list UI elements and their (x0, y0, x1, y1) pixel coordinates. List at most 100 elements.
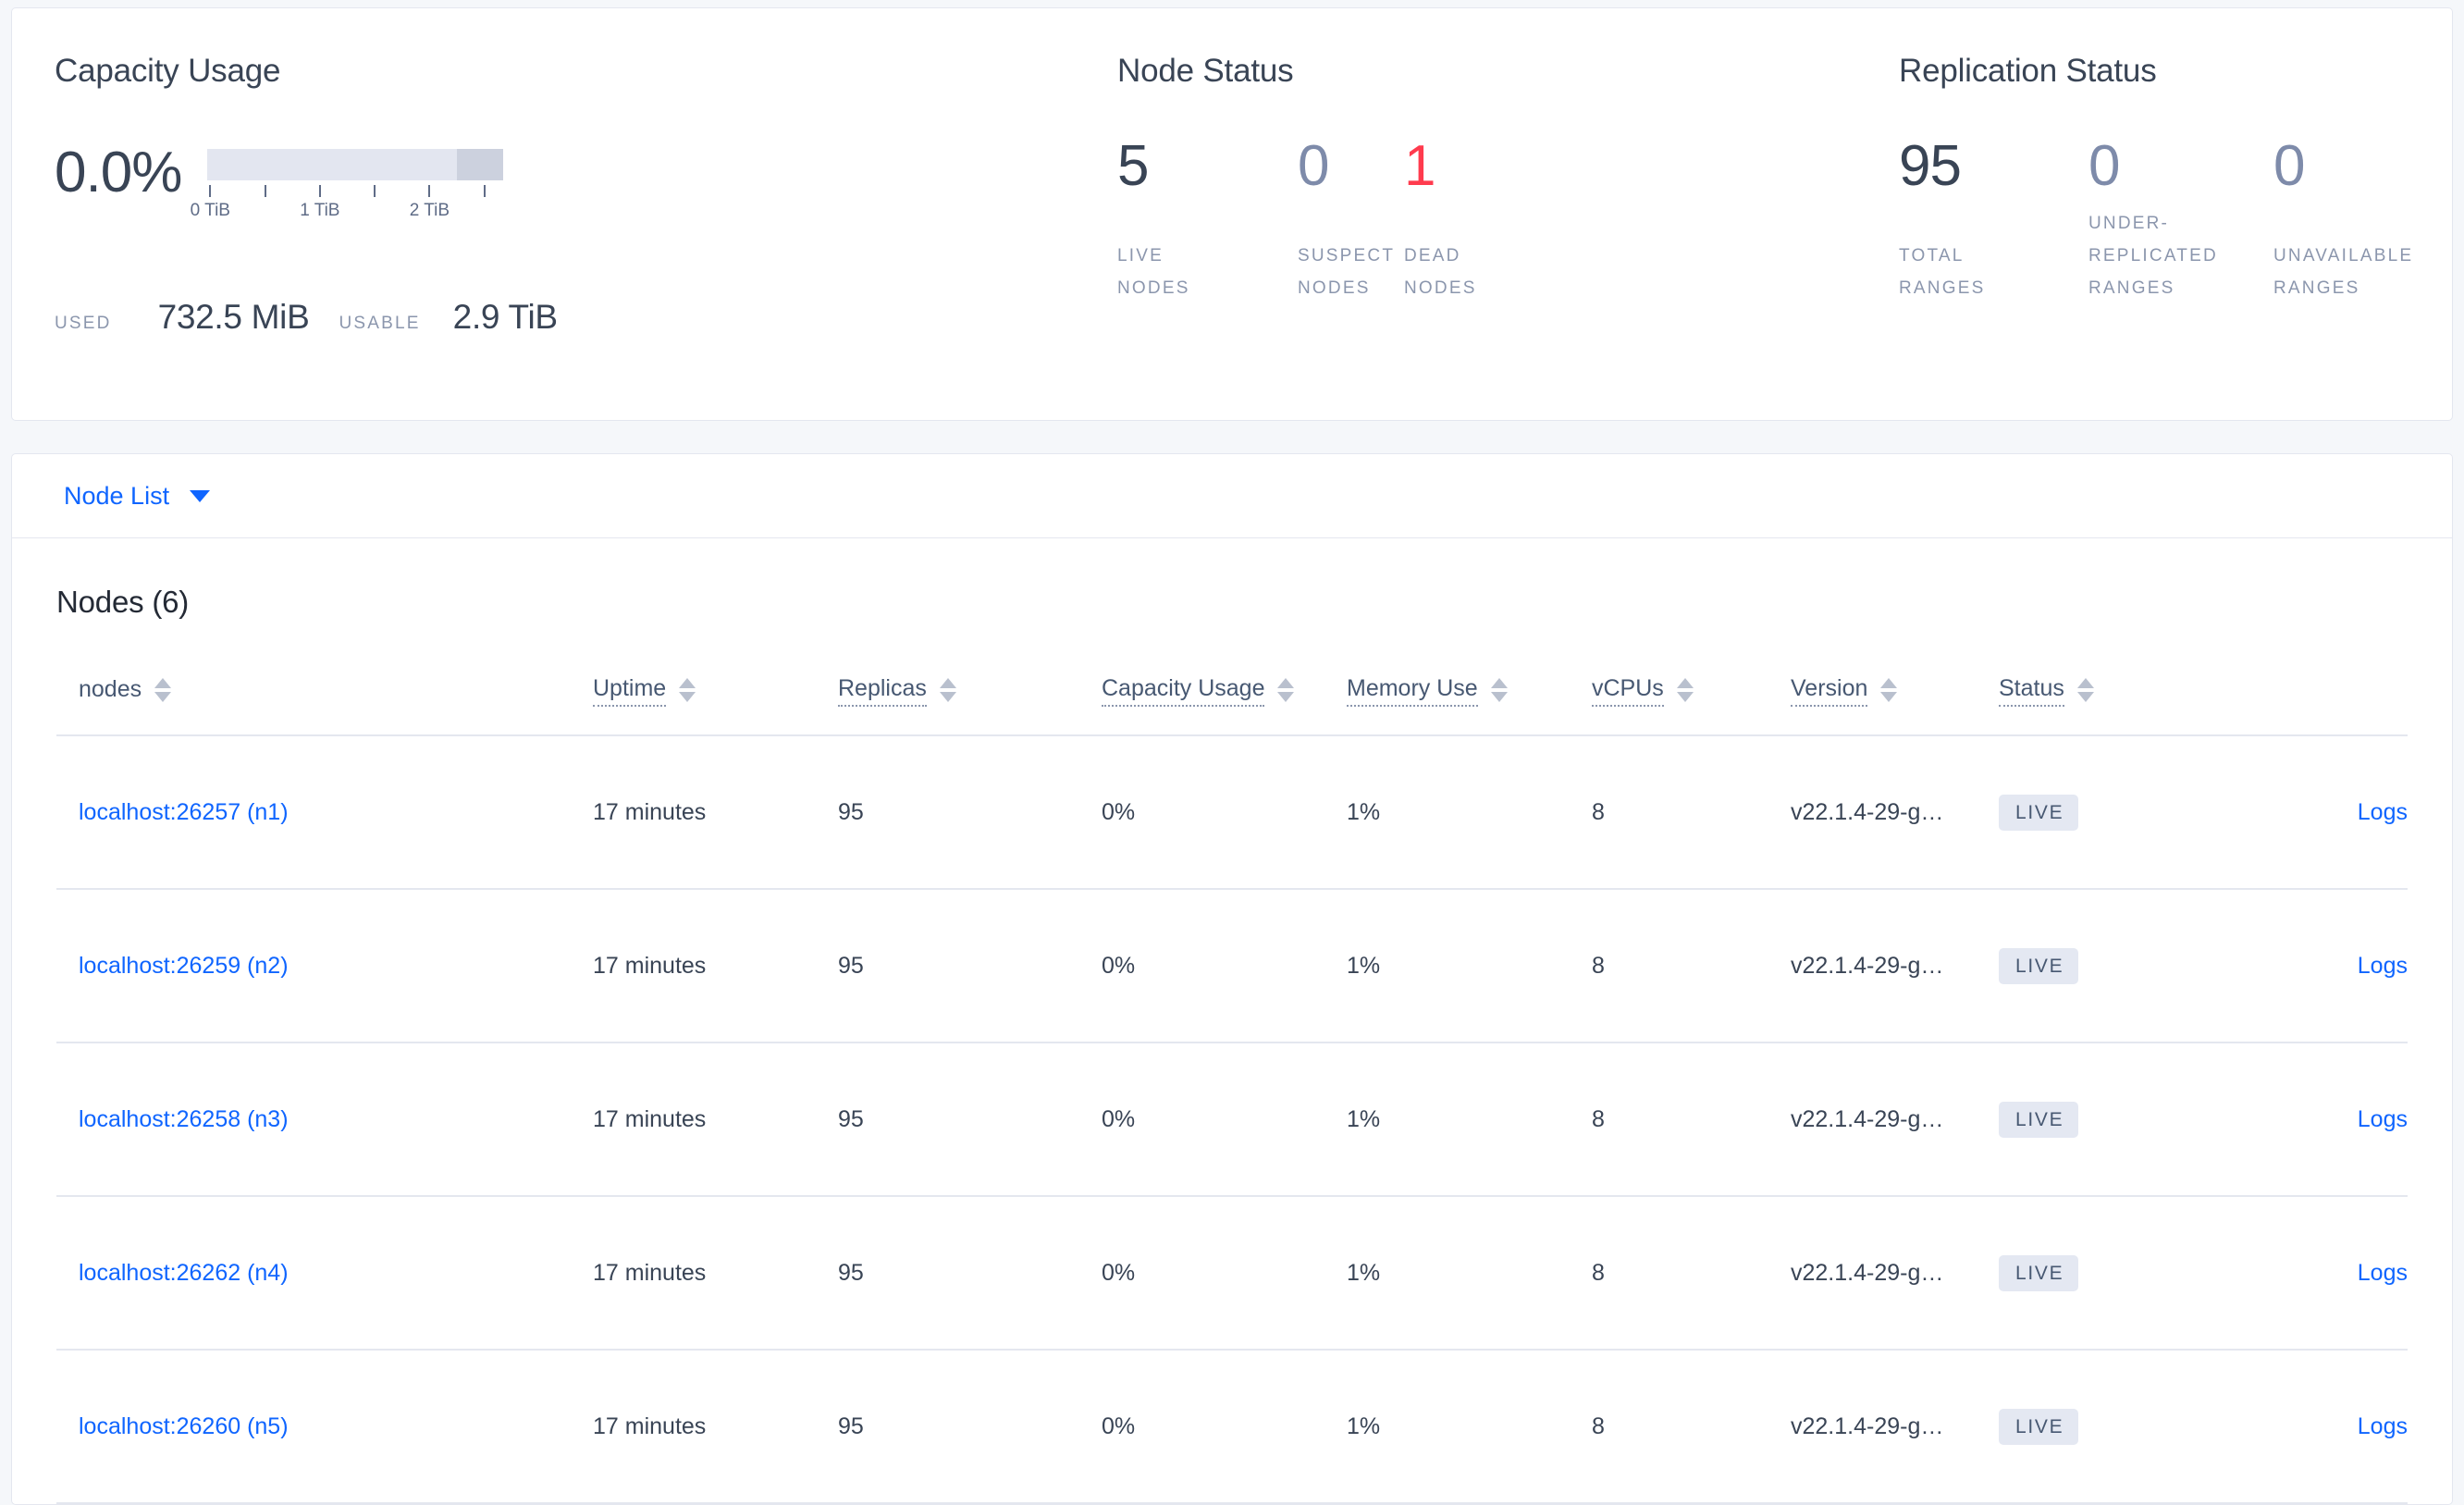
cell-vcpus: 8 (1592, 1042, 1791, 1197)
capacity-axis-tick (209, 185, 212, 197)
table-row: localhost:26258 (n3) 17 minutes 95 0% 1% 8 v22… (56, 1042, 2408, 1197)
node-address-link[interactable]: localhost:26260 (n5) (79, 1412, 289, 1439)
column-header-capacity[interactable]: Capacity Usage (1102, 659, 1347, 736)
sort-arrows-icon[interactable] (679, 678, 696, 702)
column-header-inner: Uptime (593, 675, 696, 707)
column-header-label: Capacity Usage (1102, 675, 1265, 707)
nodes-count-heading: Nodes (6) (56, 585, 190, 619)
tab-node-list[interactable]: Node List (64, 481, 170, 510)
sort-arrows-icon[interactable] (1490, 678, 1508, 702)
column-header-replicas[interactable]: Replicas (838, 659, 1102, 736)
metric-dead-nodes-label-line2: NODES (1404, 278, 1477, 298)
capacity-usage-bar-tail (457, 149, 504, 180)
column-header-label: vCPUs (1592, 675, 1664, 707)
logs-link[interactable]: Logs (2357, 1105, 2408, 1132)
cell-status: LIVE (1999, 1196, 2248, 1351)
column-header-inner: Status (1999, 675, 2094, 707)
cell-node-address: localhost:26258 (n3) (56, 1042, 593, 1197)
metric-under-replicated-ranges-label-line1: UNDER- (2088, 214, 2170, 233)
node-address-link[interactable]: localhost:26257 (n1) (79, 798, 289, 825)
cell-capacity-usage: 0% (1102, 735, 1347, 890)
metric-unavailable-ranges-label-line1: UNAVAILABLE (2273, 246, 2414, 265)
capacity-axis-tick (374, 185, 376, 197)
cell-logs: Logs (2248, 735, 2408, 890)
usable-value: 2.9 TiB (452, 298, 558, 336)
node-address-link[interactable]: localhost:26258 (n3) (79, 1105, 289, 1132)
cell-version: v22.1.4-29-g… (1791, 889, 1999, 1043)
metric-dead-nodes-label: DEAD NODES (1404, 240, 1477, 304)
column-header-nodes[interactable]: nodes (56, 659, 593, 736)
metric-under-replicated-ranges: 0 UNDER- REPLICATED RANGES (2088, 134, 2273, 299)
logs-link[interactable]: Logs (2357, 952, 2408, 979)
used-value: 732.5 MiB (157, 298, 310, 336)
capacity-usage-gauge: 0.0% 0 TiB 1 TiB 2 TiB (55, 144, 504, 220)
replication-status-section: Replication Status 95 TOTAL RANGES 0 UND… (1843, 8, 2435, 420)
column-header-version[interactable]: Version (1791, 659, 1999, 736)
metric-live-nodes-value: 5 (1117, 134, 1149, 198)
cell-vcpus: 8 (1592, 1350, 1791, 1504)
capacity-axis-tick (264, 185, 266, 197)
capacity-usage-title: Capacity Usage (55, 53, 281, 89)
metric-unavailable-ranges: 0 UNAVAILABLE RANGES (2273, 138, 2412, 299)
sort-arrows-icon[interactable] (939, 678, 956, 702)
cell-node-address: localhost:26257 (n1) (56, 735, 593, 890)
column-header-logs (2248, 659, 2408, 736)
used-label: USED (55, 314, 112, 333)
logs-link[interactable]: Logs (2357, 1259, 2408, 1286)
cell-replicas: 95 (838, 1042, 1102, 1197)
sort-arrows-icon[interactable] (2076, 678, 2094, 702)
column-header-vcpus[interactable]: vCPUs (1592, 659, 1791, 736)
capacity-usage-bar-track (207, 149, 504, 180)
column-header-inner: Version (1791, 675, 1898, 707)
cell-capacity-usage: 0% (1102, 1350, 1347, 1504)
cell-status: LIVE (1999, 1042, 2248, 1197)
sort-arrows-icon[interactable] (1880, 678, 1898, 702)
cell-version: v22.1.4-29-g… (1791, 735, 1999, 890)
node-address-link[interactable]: localhost:26259 (n2) (79, 952, 289, 979)
cell-replicas: 95 (838, 1350, 1102, 1504)
column-header-memory[interactable]: Memory Use (1347, 659, 1592, 736)
metric-suspect-nodes-label-line2: NODES (1298, 278, 1371, 298)
column-header-inner: nodes (79, 676, 172, 706)
column-header-status[interactable]: Status (1999, 659, 2248, 736)
nodes-table-head: nodes Uptime Replicas Capacity Usage Memory … (56, 659, 2408, 736)
replication-status-metrics: 95 TOTAL RANGES 0 UNDER- REPLICATED RANG… (1899, 134, 2412, 299)
metric-unavailable-ranges-label-line2: RANGES (2273, 278, 2360, 298)
sort-arrows-icon[interactable] (154, 678, 172, 702)
node-list-panel: Node List Nodes (6) nodes Uptime Replicas C… (11, 453, 2453, 1505)
nodes-table: nodes Uptime Replicas Capacity Usage Memory … (56, 659, 2408, 1504)
cell-logs: Logs (2248, 1042, 2408, 1197)
capacity-axis-tick (483, 185, 486, 197)
sort-arrows-icon[interactable] (1676, 678, 1694, 702)
column-header-label: Version (1791, 675, 1868, 707)
metric-under-replicated-ranges-value: 0 (2088, 134, 2120, 198)
cell-logs: Logs (2248, 889, 2408, 1043)
cell-node-address: localhost:26262 (n4) (56, 1196, 593, 1351)
node-address-link[interactable]: localhost:26262 (n4) (79, 1259, 289, 1286)
metric-live-nodes-label: LIVE NODES (1117, 240, 1190, 304)
column-header-inner: vCPUs (1592, 675, 1694, 707)
cell-vcpus: 8 (1592, 735, 1791, 890)
capacity-usage-section: Capacity Usage 0.0% 0 TiB 1 TiB 2 TiB USED… (12, 8, 1076, 420)
sort-arrows-icon[interactable] (1277, 678, 1295, 702)
metric-live-nodes: 5 LIVE NODES (1117, 134, 1298, 299)
logs-link[interactable]: Logs (2357, 1412, 2408, 1439)
panel-tab-bar: Node List (12, 454, 2452, 538)
chevron-down-icon[interactable] (190, 489, 211, 502)
table-row: localhost:26262 (n4) 17 minutes 95 0% 1% 8 v22… (56, 1196, 2408, 1351)
table-row: localhost:26260 (n5) 17 minutes 95 0% 1% 8 v22… (56, 1350, 2408, 1504)
column-header-label: nodes (79, 676, 142, 702)
metric-total-ranges-label-line1: TOTAL (1899, 246, 1965, 265)
column-header-uptime[interactable]: Uptime (593, 659, 838, 736)
capacity-axis-tick-label: 1 TiB (300, 201, 340, 220)
cell-uptime: 17 minutes (593, 1042, 838, 1197)
logs-link[interactable]: Logs (2357, 798, 2408, 825)
cell-uptime: 17 minutes (593, 1196, 838, 1351)
metric-total-ranges-label: TOTAL RANGES (1899, 240, 1985, 304)
column-header-label: Memory Use (1347, 675, 1478, 707)
capacity-axis-tick-label: 2 TiB (409, 201, 450, 220)
node-status-metrics: 5 LIVE NODES 0 SUSPECT NODES 1 DEAD NODE… (1117, 134, 1497, 299)
cell-logs: Logs (2248, 1196, 2408, 1351)
cell-node-address: localhost:26259 (n2) (56, 889, 593, 1043)
metric-under-replicated-ranges-label: UNDER- REPLICATED RANGES (2088, 207, 2218, 304)
